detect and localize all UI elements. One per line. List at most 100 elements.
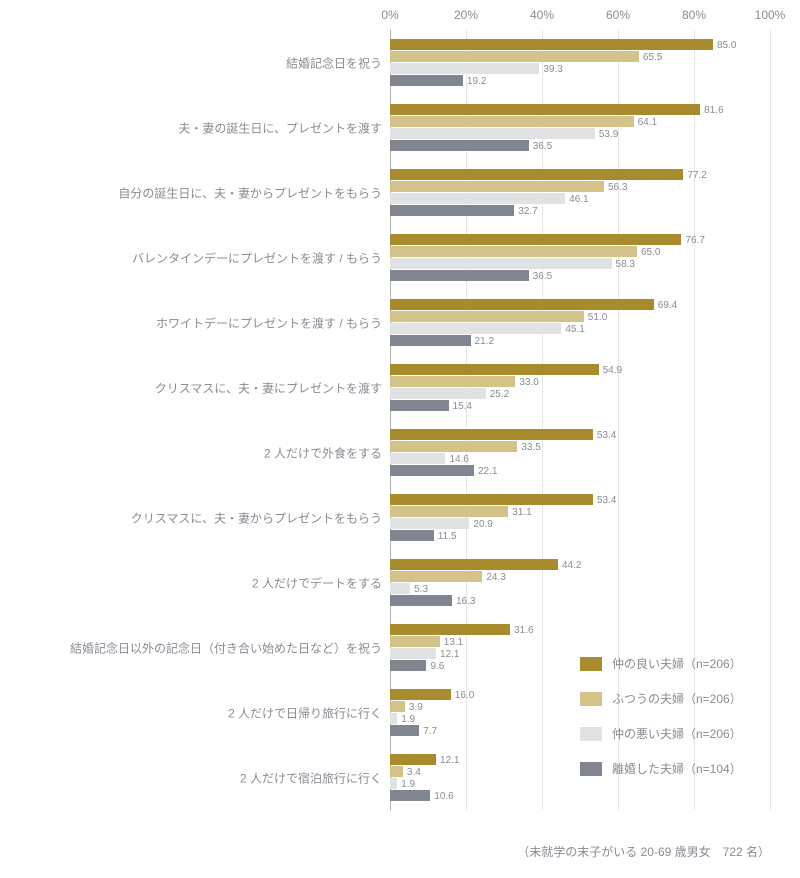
bar-value-label: 12.1	[440, 755, 459, 766]
legend-swatch	[580, 727, 602, 741]
legend-item: 仲の悪い夫婦（n=206）	[580, 725, 780, 742]
bar	[390, 169, 683, 180]
bar-group: 44.224.35.316.3	[390, 550, 770, 615]
bar	[390, 311, 584, 322]
bar-group: 54.9 33.0 25.2 15.4	[390, 355, 770, 420]
bar-group: 77.256.346.132.7	[390, 160, 770, 225]
legend-swatch	[580, 692, 602, 706]
bar-value-label: 39.3	[543, 64, 562, 75]
bar	[390, 453, 445, 464]
bar	[390, 140, 529, 151]
bar	[390, 335, 471, 346]
x-tick-label: 100%	[755, 8, 786, 22]
bar-value-label: 31.1	[512, 507, 531, 518]
bar	[390, 364, 599, 375]
bar-value-label: 22.1	[478, 466, 497, 477]
bar-value-label: 76.7	[685, 235, 704, 246]
bar-value-label: 10.6	[434, 791, 453, 802]
x-axis-labels: 0%20%40%60%80%100%	[370, 8, 790, 28]
bar-value-label: 3.9	[409, 702, 423, 713]
bar-group: 69.4 51.0 45.1 21.2	[390, 290, 770, 355]
bar-value-label: 45.1	[565, 324, 584, 335]
bar-value-label: 85.0	[717, 40, 736, 51]
bar	[390, 104, 700, 115]
category-label: 2 人だけで宿泊旅行に行く	[240, 769, 382, 786]
bar	[390, 181, 604, 192]
bar	[390, 376, 515, 387]
bar	[390, 400, 449, 411]
bar	[390, 234, 681, 245]
bar	[390, 63, 539, 74]
bar	[390, 624, 510, 635]
bar-value-label: 36.5	[533, 141, 552, 152]
bar	[390, 595, 452, 606]
bar-value-label: 69.4	[658, 300, 677, 311]
legend-swatch	[580, 762, 602, 776]
bar-value-label: 64.1	[638, 117, 657, 128]
bar-value-label: 1.9	[401, 714, 415, 725]
x-tick-label: 60%	[606, 8, 630, 22]
bar	[390, 559, 558, 570]
category-label: 結婚記念日以外の記念日（付き合い始めた日など）を祝う	[70, 639, 382, 656]
bar-value-label: 65.5	[643, 52, 662, 63]
bar	[390, 713, 397, 724]
bar	[390, 205, 514, 216]
bar-value-label: 14.6	[449, 454, 468, 465]
bar	[390, 725, 419, 736]
bar-value-label: 21.2	[475, 336, 494, 347]
x-tick-label: 80%	[682, 8, 706, 22]
bar	[390, 39, 713, 50]
bar-value-label: 7.7	[423, 726, 437, 737]
bar	[390, 766, 403, 777]
bar-value-label: 3.4	[407, 767, 421, 778]
bar-value-label: 19.2	[467, 76, 486, 87]
bar-value-label: 77.2	[687, 170, 706, 181]
bar-group: 53.4 31.1 20.9 11.5	[390, 485, 770, 550]
bar-value-label: 32.7	[518, 206, 537, 217]
bar-value-label: 44.2	[562, 560, 581, 571]
category-label: バレンタインデーにプレゼントを渡す / もらう	[132, 249, 382, 266]
category-label: 結婚記念日を祝う	[286, 54, 382, 71]
bar	[390, 465, 474, 476]
category-label: 2 人だけで日帰り旅行に行く	[228, 704, 382, 721]
bar-value-label: 20.9	[473, 519, 492, 530]
bar-value-label: 15.4	[453, 401, 472, 412]
legend-text: 離婚した夫婦（n=104）	[612, 760, 742, 777]
bar-value-label: 25.2	[490, 389, 509, 400]
bar	[390, 518, 469, 529]
bar-value-label: 81.6	[704, 105, 723, 116]
bar	[390, 689, 451, 700]
bar-value-label: 46.1	[569, 194, 588, 205]
x-tick-label: 0%	[381, 8, 398, 22]
bar-value-label: 51.0	[588, 312, 607, 323]
bar	[390, 636, 440, 647]
category-label: 2 人だけで外食をする	[264, 444, 382, 461]
legend-text: ふつうの夫婦（n=206）	[612, 690, 742, 707]
bar	[390, 441, 517, 452]
bar	[390, 648, 436, 659]
bar-group: 53.433.514.622.1	[390, 420, 770, 485]
bar-value-label: 33.0	[519, 377, 538, 388]
bar	[390, 299, 654, 310]
legend-text: 仲の良い夫婦（n=206）	[612, 655, 742, 672]
bar-value-label: 13.1	[444, 637, 463, 648]
bar-value-label: 54.9	[603, 365, 622, 376]
bar-value-label: 5.3	[414, 584, 428, 595]
legend-text: 仲の悪い夫婦（n=206）	[612, 725, 742, 742]
bar	[390, 246, 637, 257]
bar-group: 76.765.058.336.5	[390, 225, 770, 290]
bar-value-label: 12.1	[440, 649, 459, 660]
bar	[390, 193, 565, 204]
bar-value-label: 11.5	[438, 531, 457, 542]
x-tick-label: 40%	[530, 8, 554, 22]
bar-value-label: 24.3	[486, 572, 505, 583]
category-label: 自分の誕生日に、夫・妻からプレゼントをもらう	[118, 184, 382, 201]
bar-value-label: 58.3	[616, 259, 635, 270]
bar-value-label: 53.9	[599, 129, 618, 140]
bar	[390, 323, 561, 334]
legend-item: 離婚した夫婦（n=104）	[580, 760, 780, 777]
bar	[390, 754, 436, 765]
category-label: 夫・妻の誕生日に、プレゼントを渡す	[178, 119, 382, 136]
bar-value-label: 53.4	[597, 495, 616, 506]
bar	[390, 51, 639, 62]
